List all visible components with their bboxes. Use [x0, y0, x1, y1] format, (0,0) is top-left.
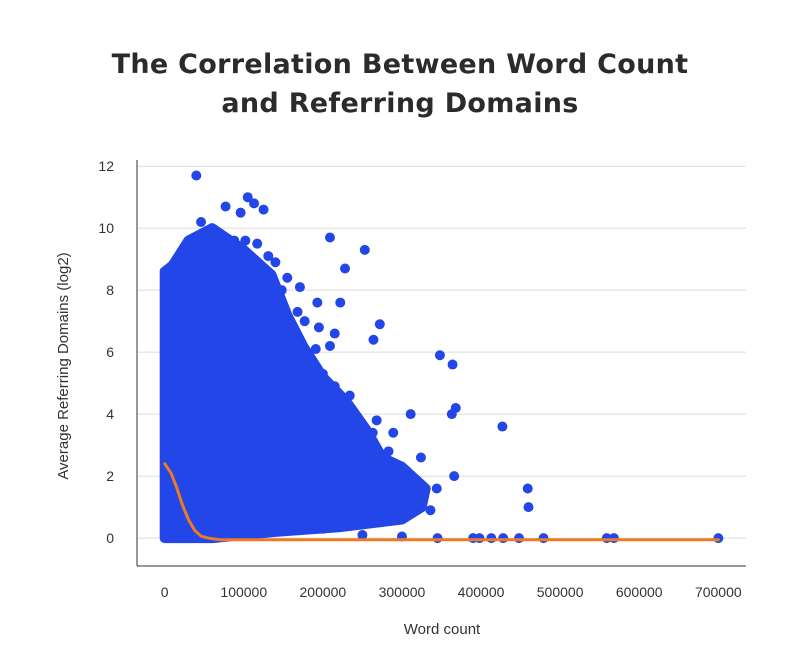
- data-point: [240, 236, 250, 246]
- data-point: [353, 412, 363, 422]
- data-point: [523, 484, 533, 494]
- data-point: [277, 285, 287, 295]
- data-point: [318, 369, 328, 379]
- y-tick-label: 12: [98, 158, 114, 174]
- data-point: [318, 524, 328, 534]
- data-point: [609, 533, 619, 543]
- x-tick-label: 500000: [537, 584, 584, 600]
- y-tick-label: 10: [98, 220, 114, 236]
- data-point: [259, 205, 269, 215]
- x-tick-label: 700000: [695, 584, 742, 600]
- y-tick-label: 6: [106, 344, 114, 360]
- data-point: [360, 245, 370, 255]
- data-point: [328, 502, 338, 512]
- data-point: [402, 502, 412, 512]
- data-point: [330, 329, 340, 339]
- data-point: [205, 226, 215, 236]
- data-point: [388, 428, 398, 438]
- data-point: [368, 428, 378, 438]
- data-point: [325, 232, 335, 242]
- data-point: [249, 198, 259, 208]
- y-tick-label: 4: [106, 406, 114, 422]
- data-point: [448, 360, 458, 370]
- data-point: [539, 533, 549, 543]
- data-point: [295, 282, 305, 292]
- data-point: [293, 307, 303, 317]
- data-point: [278, 515, 288, 525]
- y-axis-title: Average Referring Domains (log2): [55, 252, 72, 479]
- data-point: [368, 335, 378, 345]
- data-point: [432, 484, 442, 494]
- y-tick-label: 0: [106, 530, 114, 546]
- data-point: [406, 409, 416, 419]
- data-point: [345, 391, 355, 401]
- data-point: [375, 319, 385, 329]
- x-axis-title: Word count: [404, 621, 481, 638]
- data-point: [447, 409, 457, 419]
- data-point: [399, 484, 409, 494]
- data-point: [252, 239, 262, 249]
- data-point: [425, 505, 435, 515]
- data-point: [191, 170, 201, 180]
- data-point: [270, 257, 280, 267]
- data-point: [474, 533, 484, 543]
- x-tick-label: 400000: [458, 584, 505, 600]
- data-point: [384, 446, 394, 456]
- data-point: [282, 273, 292, 283]
- data-point: [352, 484, 362, 494]
- data-point: [306, 360, 316, 370]
- data-point: [435, 350, 445, 360]
- data-point: [449, 471, 459, 481]
- x-tick-label: 300000: [379, 584, 426, 600]
- data-point: [300, 316, 310, 326]
- data-point: [498, 533, 508, 543]
- data-point: [330, 381, 340, 391]
- dense-point-cluster: [165, 228, 426, 538]
- data-point: [416, 453, 426, 463]
- data-point: [497, 422, 507, 432]
- x-tick-label: 100000: [220, 584, 267, 600]
- data-point: [713, 533, 723, 543]
- data-point: [297, 515, 307, 525]
- data-point: [335, 406, 345, 416]
- data-point: [335, 298, 345, 308]
- data-points: [165, 170, 724, 543]
- data-point: [255, 276, 265, 286]
- x-tick-label: 600000: [616, 584, 663, 600]
- data-point: [433, 533, 443, 543]
- data-point: [229, 236, 239, 246]
- data-point: [391, 462, 401, 472]
- data-point: [312, 298, 322, 308]
- data-point: [236, 208, 246, 218]
- x-tick-label: 200000: [300, 584, 347, 600]
- y-tick-label: 8: [106, 282, 114, 298]
- data-point: [221, 201, 231, 211]
- y-tick-label: 2: [106, 468, 114, 484]
- data-point: [325, 341, 335, 351]
- data-point: [524, 502, 534, 512]
- data-point: [314, 322, 324, 332]
- data-point: [196, 217, 206, 227]
- data-point: [372, 415, 382, 425]
- data-point: [486, 533, 496, 543]
- data-point: [311, 344, 321, 354]
- x-tick-label: 0: [161, 584, 169, 600]
- data-point: [340, 263, 350, 273]
- data-point: [514, 533, 524, 543]
- data-point: [412, 484, 422, 494]
